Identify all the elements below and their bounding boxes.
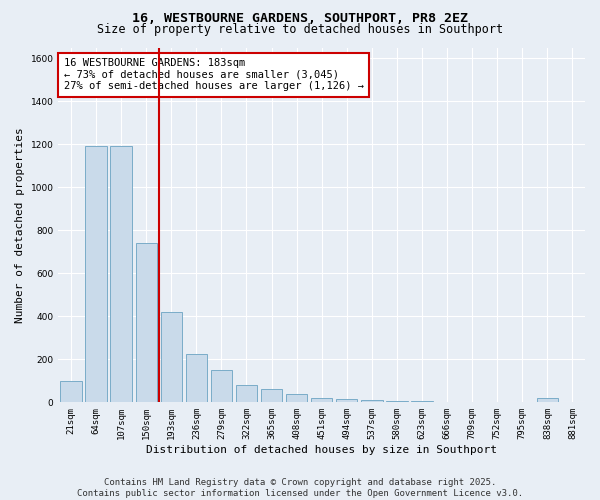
Text: 16 WESTBOURNE GARDENS: 183sqm
← 73% of detached houses are smaller (3,045)
27% o: 16 WESTBOURNE GARDENS: 183sqm ← 73% of d… [64,58,364,92]
Text: 16, WESTBOURNE GARDENS, SOUTHPORT, PR8 2EZ: 16, WESTBOURNE GARDENS, SOUTHPORT, PR8 2… [132,12,468,26]
Bar [110,146,132,402]
Bar [211,370,232,402]
Bar [136,243,157,402]
Bar [236,385,257,402]
Bar [386,400,407,402]
Bar [311,398,332,402]
Text: Contains HM Land Registry data © Crown copyright and database right 2025.
Contai: Contains HM Land Registry data © Crown c… [77,478,523,498]
Bar [537,398,558,402]
Bar [161,312,182,402]
Bar [60,381,82,402]
Bar [261,390,282,402]
Y-axis label: Number of detached properties: Number of detached properties [15,127,25,323]
X-axis label: Distribution of detached houses by size in Southport: Distribution of detached houses by size … [146,445,497,455]
Bar [85,146,107,402]
Bar [361,400,383,402]
Bar [336,399,358,402]
Text: Size of property relative to detached houses in Southport: Size of property relative to detached ho… [97,22,503,36]
Bar [185,354,207,403]
Bar [286,394,307,402]
